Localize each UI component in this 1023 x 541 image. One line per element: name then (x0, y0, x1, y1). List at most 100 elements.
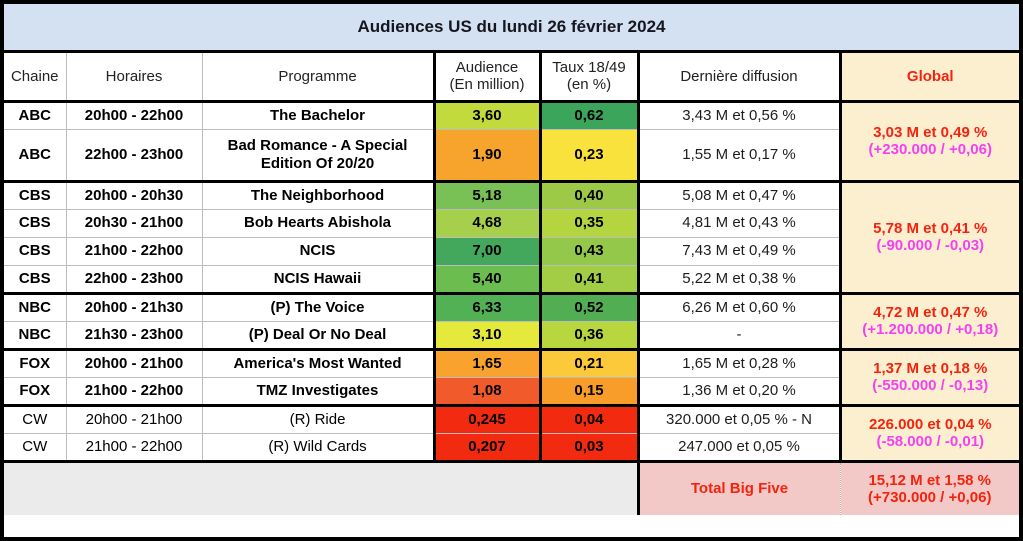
global-cell-nbc: 4,72 M et 0,47 % (+1.200.000 / +0,18) (840, 293, 1019, 351)
total-main: 15,12 M et 1,58 % (868, 471, 992, 489)
header-audience: Audience (En million) (434, 53, 542, 103)
last-broadcast-cell: 5,08 M et 0,47 % (638, 181, 842, 210)
program-cell: (R) Wild Cards (202, 433, 436, 463)
network-global-main: 4,72 M et 0,47 % (873, 303, 988, 321)
last-broadcast-cell: 1,65 M et 0,28 % (638, 349, 842, 378)
table-row: NBC 21h30 - 23h00 (P) Deal Or No Deal 3,… (4, 321, 1019, 351)
audience-table: Chaine Horaires Programme Audience (En m… (4, 53, 1019, 515)
header-horaires: Horaires (66, 53, 203, 103)
header-chaine: Chaine (4, 53, 67, 103)
channel-cell: FOX (4, 377, 67, 407)
last-broadcast-cell: 247.000 et 0,05 % (638, 433, 842, 463)
program-cell: America's Most Wanted (202, 349, 436, 378)
program-cell: Bob Hearts Abishola (202, 209, 436, 238)
network-global-delta: (-550.000 / -0,13) (872, 377, 989, 394)
audience-cell: 1,90 (434, 129, 542, 183)
last-broadcast-cell: 6,26 M et 0,60 % (638, 293, 842, 322)
channel-cell: CBS (4, 209, 67, 238)
channel-cell: CW (4, 405, 67, 434)
audience-cell: 6,33 (434, 293, 542, 322)
table-header: Chaine Horaires Programme Audience (En m… (4, 53, 1019, 103)
table-row: CBS 21h00 - 22h00 NCIS 7,00 0,43 7,43 M … (4, 237, 1019, 266)
table-row: CW 21h00 - 22h00 (R) Wild Cards 0,207 0,… (4, 433, 1019, 463)
total-big-five-label: Total Big Five (638, 461, 841, 515)
program-cell: (P) Deal Or No Deal (202, 321, 436, 351)
audience-cell: 1,08 (434, 377, 542, 407)
audience-cell: 0,207 (434, 433, 542, 463)
last-broadcast-cell: - (638, 321, 842, 351)
time-cell: 20h00 - 20h30 (66, 181, 203, 210)
last-broadcast-cell: 5,22 M et 0,38 % (638, 265, 842, 295)
network-global-delta: (+1.200.000 / +0,18) (862, 321, 999, 338)
header-derniere: Dernière diffusion (638, 53, 842, 103)
time-cell: 22h00 - 23h00 (66, 265, 203, 295)
time-cell: 20h00 - 21h00 (66, 349, 203, 378)
time-cell: 21h00 - 22h00 (66, 433, 203, 463)
last-broadcast-cell: 1,36 M et 0,20 % (638, 377, 842, 407)
last-broadcast-cell: 1,55 M et 0,17 % (638, 129, 842, 183)
table-row: NBC 20h00 - 21h30 (P) The Voice 6,33 0,5… (4, 293, 1019, 351)
table-row: FOX 20h00 - 21h00 America's Most Wanted … (4, 349, 1019, 407)
channel-cell: CW (4, 433, 67, 463)
last-broadcast-cell: 7,43 M et 0,49 % (638, 237, 842, 266)
header-row: Chaine Horaires Programme Audience (En m… (4, 53, 1019, 103)
total-big-five-value: 15,12 M et 1,58 % (+730.000 / +0,06) (840, 461, 1019, 515)
audience-cell: 5,18 (434, 181, 542, 210)
time-cell: 21h00 - 22h00 (66, 377, 203, 407)
global-cell-cw: 226.000 et 0,04 % (-58.000 / -0,01) (840, 405, 1019, 463)
header-programme: Programme (202, 53, 436, 103)
network-global-main: 226.000 et 0,04 % (868, 415, 992, 433)
program-cell: The Neighborhood (202, 181, 436, 210)
time-cell: 20h00 - 21h30 (66, 293, 203, 322)
audience-cell: 3,60 (434, 101, 542, 130)
footer-empty-cell (4, 461, 640, 515)
last-broadcast-cell: 4,81 M et 0,43 % (638, 209, 842, 238)
rating-cell: 0,04 (540, 405, 640, 434)
global-cell-abc: 3,03 M et 0,49 % (+230.000 / +0,06) (840, 101, 1019, 183)
header-taux-line1: Taux 18/49 (552, 59, 626, 76)
total-delta: (+730.000 / +0,06) (868, 488, 992, 506)
audience-cell: 1,65 (434, 349, 542, 378)
header-taux: Taux 18/49 (en %) (540, 53, 640, 103)
rating-cell: 0,35 (540, 209, 640, 238)
time-cell: 20h00 - 22h00 (66, 101, 203, 130)
channel-cell: ABC (4, 101, 67, 130)
last-broadcast-cell: 320.000 et 0,05 % - N (638, 405, 842, 434)
network-global-main: 5,78 M et 0,41 % (873, 219, 988, 237)
last-broadcast-cell: 3,43 M et 0,56 % (638, 101, 842, 130)
channel-cell: CBS (4, 265, 67, 295)
header-global: Global (840, 53, 1019, 103)
table-row: CBS 20h00 - 20h30 The Neighborhood 5,18 … (4, 181, 1019, 295)
audience-cell: 5,40 (434, 265, 542, 295)
program-cell: (P) The Voice (202, 293, 436, 322)
channel-cell: CBS (4, 237, 67, 266)
table-row: ABC 22h00 - 23h00 Bad Romance - A Specia… (4, 129, 1019, 183)
rating-cell: 0,03 (540, 433, 640, 463)
program-cell: (R) Ride (202, 405, 436, 434)
table-row: CW 20h00 - 21h00 (R) Ride 0,245 0,04 320… (4, 405, 1019, 463)
audience-cell: 7,00 (434, 237, 542, 266)
program-cell: NCIS (202, 237, 436, 266)
time-cell: 22h00 - 23h00 (66, 129, 203, 183)
rating-cell: 0,43 (540, 237, 640, 266)
footer-row: Total Big Five 15,12 M et 1,58 % (+730.0… (4, 461, 1019, 515)
table-row: CBS 20h30 - 21h00 Bob Hearts Abishola 4,… (4, 209, 1019, 238)
program-cell: NCIS Hawaii (202, 265, 436, 295)
channel-cell: FOX (4, 349, 67, 378)
program-cell: Bad Romance - A Special Edition Of 20/20 (202, 129, 436, 183)
rating-cell: 0,21 (540, 349, 640, 378)
network-global-delta: (+230.000 / +0,06) (868, 141, 992, 158)
time-cell: 20h30 - 21h00 (66, 209, 203, 238)
table-row: CBS 22h00 - 23h00 NCIS Hawaii 5,40 0,41 … (4, 265, 1019, 295)
network-global-main: 3,03 M et 0,49 % (873, 123, 988, 141)
network-global-main: 1,37 M et 0,18 % (873, 359, 988, 377)
audience-cell: 3,10 (434, 321, 542, 351)
rating-cell: 0,52 (540, 293, 640, 322)
program-cell: TMZ Investigates (202, 377, 436, 407)
table-row: ABC 20h00 - 22h00 The Bachelor 3,60 0,62… (4, 101, 1019, 183)
rating-cell: 0,40 (540, 181, 640, 210)
channel-cell: ABC (4, 129, 67, 183)
table-row: FOX 21h00 - 22h00 TMZ Investigates 1,08 … (4, 377, 1019, 407)
global-cell-fox: 1,37 M et 0,18 % (-550.000 / -0,13) (840, 349, 1019, 407)
